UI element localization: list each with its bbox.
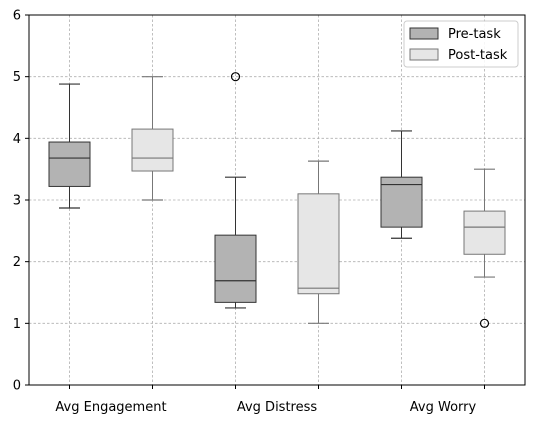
y-tick-label: 5 <box>13 70 21 85</box>
y-tick-label: 2 <box>13 255 21 270</box>
x-category-label: Avg Worry <box>410 400 477 415</box>
y-tick-label: 0 <box>13 379 21 394</box>
iqr-box <box>48 141 91 187</box>
legend: Pre-task Post-task <box>403 20 519 68</box>
legend-swatch-pre-task <box>409 27 439 40</box>
iqr-box <box>297 193 340 295</box>
iqr-box <box>380 176 423 228</box>
iqr-box <box>214 234 257 303</box>
outlier-point <box>479 318 490 328</box>
x-category-label: Avg Distress <box>237 400 318 415</box>
outlier-point <box>230 72 241 82</box>
legend-label-pre-task: Pre-task <box>448 27 501 42</box>
y-tick-label: 4 <box>13 132 21 147</box>
grid <box>29 14 525 386</box>
y-tick-label: 3 <box>13 194 21 209</box>
legend-label-post-task: Post-task <box>448 48 508 63</box>
legend-swatch-post-task <box>409 48 439 61</box>
x-category-label: Avg Engagement <box>55 400 166 415</box>
y-tick-label: 1 <box>13 317 21 332</box>
iqr-box <box>463 210 506 255</box>
iqr-box <box>131 128 174 172</box>
axes: 0 1 2 3 4 5 6 Avg Engagement Avg Distress Avg Wor… <box>13 9 485 415</box>
y-tick-label: 6 <box>13 9 21 24</box>
box-series <box>48 72 506 328</box>
